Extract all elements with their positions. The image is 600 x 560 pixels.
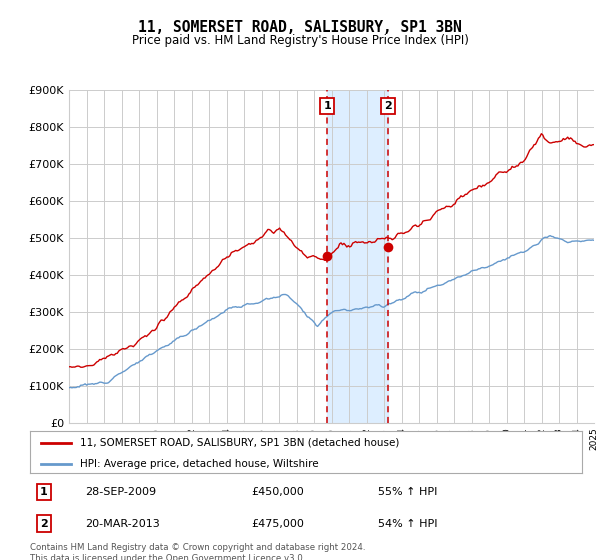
Text: Contains HM Land Registry data © Crown copyright and database right 2024.
This d: Contains HM Land Registry data © Crown c… <box>30 543 365 560</box>
Text: £450,000: £450,000 <box>251 487 304 497</box>
Text: 55% ↑ HPI: 55% ↑ HPI <box>378 487 437 497</box>
Text: 2: 2 <box>40 519 47 529</box>
Text: 1: 1 <box>40 487 47 497</box>
Text: 11, SOMERSET ROAD, SALISBURY, SP1 3BN (detached house): 11, SOMERSET ROAD, SALISBURY, SP1 3BN (d… <box>80 438 399 448</box>
Text: £475,000: £475,000 <box>251 519 304 529</box>
Bar <box>327 90 388 423</box>
Text: Price paid vs. HM Land Registry's House Price Index (HPI): Price paid vs. HM Land Registry's House … <box>131 34 469 46</box>
Text: 20-MAR-2013: 20-MAR-2013 <box>85 519 160 529</box>
Text: 28-SEP-2009: 28-SEP-2009 <box>85 487 157 497</box>
Text: 54% ↑ HPI: 54% ↑ HPI <box>378 519 437 529</box>
Text: HPI: Average price, detached house, Wiltshire: HPI: Average price, detached house, Wilt… <box>80 459 319 469</box>
Text: 11, SOMERSET ROAD, SALISBURY, SP1 3BN: 11, SOMERSET ROAD, SALISBURY, SP1 3BN <box>138 20 462 35</box>
Text: 2: 2 <box>384 101 392 111</box>
Text: 1: 1 <box>323 101 331 111</box>
